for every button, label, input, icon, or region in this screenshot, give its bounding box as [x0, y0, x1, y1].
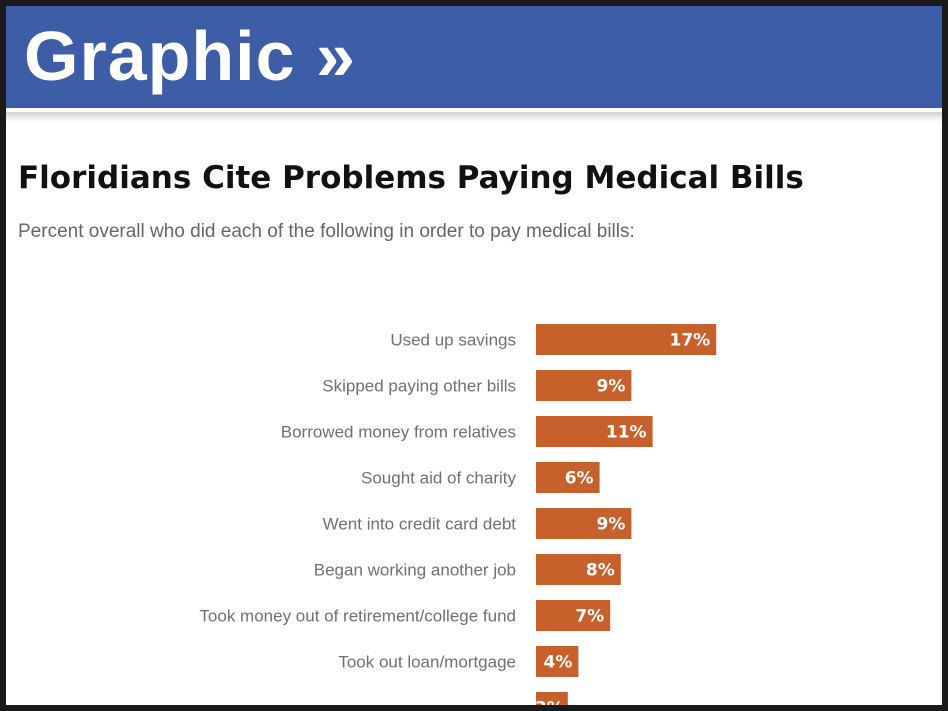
category-label: Went into credit card debt: [323, 515, 517, 534]
value-label: 9%: [597, 515, 626, 535]
bar-partial: [536, 692, 568, 705]
value-label: 6%: [565, 469, 594, 489]
value-label: 4%: [544, 653, 573, 673]
graphic-frame: Graphic » Floridians Cite Problems Payin…: [6, 6, 942, 705]
value-label: 17%: [669, 331, 710, 351]
bar: [536, 416, 653, 447]
bar: [536, 646, 579, 677]
value-label-partial: 3%: [535, 699, 564, 706]
bar: [536, 370, 632, 401]
category-label: Skipped paying other bills: [322, 377, 516, 396]
bar: [536, 554, 621, 585]
category-label: Used up savings: [390, 331, 516, 350]
chart-subtitle: Percent overall who did each of the foll…: [18, 221, 635, 242]
graphic-banner[interactable]: Graphic »: [6, 6, 942, 112]
bar: [536, 324, 717, 355]
value-label: 7%: [575, 607, 604, 627]
category-label: Took out loan/mortgage: [338, 653, 516, 672]
chart-title: Floridians Cite Problems Paying Medical …: [18, 160, 804, 196]
value-label: 11%: [606, 423, 647, 443]
value-label: 9%: [597, 377, 626, 397]
category-label: Borrowed money from relatives: [281, 423, 516, 442]
bar: [536, 462, 600, 493]
bar: [536, 600, 611, 631]
category-label: Took money out of retirement/college fun…: [199, 607, 516, 626]
category-label: Began working another job: [314, 561, 516, 580]
value-label: 8%: [586, 561, 615, 581]
bar: [536, 508, 632, 539]
bar-chart: Used up savings 17% Skipped paying other b…: [199, 324, 717, 706]
banner-title[interactable]: Graphic »: [24, 17, 356, 95]
category-label: Sought aid of charity: [361, 469, 516, 488]
banner-divider: [6, 112, 942, 122]
